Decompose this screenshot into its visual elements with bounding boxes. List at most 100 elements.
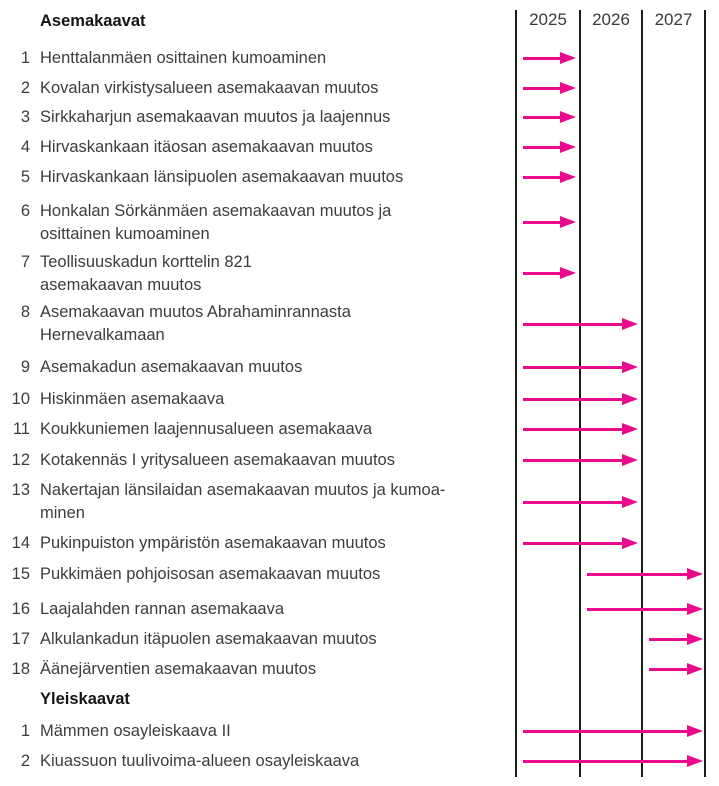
row-label: Alkulankadun itäpuolen asemakaavan muuto… xyxy=(40,630,377,648)
row-number: 9 xyxy=(20,357,30,376)
row-label: Honkalan Sörkänmäen asemakaavan muutos j… xyxy=(40,201,392,243)
arrow-head-icon xyxy=(622,360,638,373)
section-header: Asemakaavat xyxy=(40,11,146,30)
row-label: Asemakaavan muutos Abrahaminrannasta Her… xyxy=(40,303,351,344)
year-label-2026: 2026 xyxy=(592,10,630,29)
row-label: Nakertajan länsilaidan asemakaavan muuto… xyxy=(40,481,446,522)
row-number: 3 xyxy=(20,108,30,126)
timeline-arrow xyxy=(523,216,576,229)
arrow-shaft xyxy=(523,729,690,733)
row-label: Mämmen osayleiskaava II xyxy=(40,721,231,740)
arrow-head-icon xyxy=(560,111,576,123)
timeline-arrow xyxy=(523,51,576,65)
timeline-arrow xyxy=(649,663,703,676)
arrow-shaft xyxy=(587,607,690,611)
row-label: Pukinpuiston ympäristön asemakaavan muut… xyxy=(40,533,386,552)
project-row: 9 Asemakadun asemakaavan muutos xyxy=(0,356,719,379)
year-label-2025: 2025 xyxy=(529,10,567,29)
section-header: Yleiskaavat xyxy=(40,689,130,708)
arrow-head-icon xyxy=(560,51,576,64)
arrow-shaft xyxy=(523,56,563,60)
project-row: 8 Asemakaavan muutos Abrahaminrannasta He… xyxy=(0,301,719,347)
arrow-head-icon xyxy=(560,141,576,153)
timeline-arrow xyxy=(523,360,638,374)
row-label: Hirvaskankaan itäosan asemakaavan muutos xyxy=(40,138,373,156)
row-label: Henttalanmäen osittainen kumoaminen xyxy=(40,48,327,67)
arrow-shaft xyxy=(523,86,563,90)
year-label-2027: 2027 xyxy=(654,10,693,29)
row-label: Kiuassuon tuulivoima-alueen osayleiskaav… xyxy=(40,752,360,770)
arrow-shaft xyxy=(523,541,625,545)
row-number: 10 xyxy=(11,389,30,408)
project-row: 10 Hiskinmäen asemakaava xyxy=(0,388,719,411)
arrow-shaft xyxy=(523,397,625,401)
row-label: Sirkkaharjun asemakaavan muutos ja laaje… xyxy=(40,108,391,126)
timeline-arrow xyxy=(523,724,703,738)
timeline-arrow xyxy=(523,111,576,124)
project-row: 1 Henttalanmäen osittainen kumoaminen xyxy=(0,47,719,70)
arrow-shaft xyxy=(523,459,625,462)
row-number: 6 xyxy=(20,201,30,220)
project-row: 5 Hirvaskankaan länsipuolen asemakaavan m… xyxy=(0,166,719,189)
row-label: Hirvaskankaan länsipuolen asemakaavan mu… xyxy=(40,168,404,186)
timeline-arrow xyxy=(523,495,638,509)
arrow-head-icon xyxy=(687,663,703,675)
project-row: 1 Mämmen osayleiskaava II xyxy=(0,720,719,743)
row-number: 13 xyxy=(11,481,30,499)
row-number: 16 xyxy=(11,599,30,618)
grid-line-2027-end xyxy=(704,10,706,777)
timeline-arrow xyxy=(523,171,576,184)
arrow-head-icon xyxy=(622,495,638,508)
arrow-shaft xyxy=(649,638,690,641)
arrow-head-icon xyxy=(687,633,703,645)
arrow-shaft xyxy=(523,365,625,369)
row-number: 15 xyxy=(11,565,30,583)
arrow-head-icon xyxy=(560,171,576,183)
arrow-head-icon xyxy=(622,423,638,435)
row-number: 14 xyxy=(11,533,30,552)
arrow-shaft xyxy=(523,272,563,275)
project-row: 14 Pukinpuiston ympäristön asemakaavan mu… xyxy=(0,532,719,555)
timeline-arrow xyxy=(649,633,703,646)
arrow-shaft xyxy=(523,760,690,763)
row-label: Hiskinmäen asemakaava xyxy=(40,389,225,408)
row-label: Pukkimäen pohjoisosan asemakaavan muutos xyxy=(40,565,381,583)
row-label: Teollisuuskadun korttelin 821 asemakaava… xyxy=(40,252,252,294)
timeline-arrow xyxy=(523,755,703,768)
row-label: Asemakadun asemakaavan muutos xyxy=(40,357,303,376)
arrow-head-icon xyxy=(622,392,638,405)
row-number: 7 xyxy=(20,252,30,271)
project-row: 3 Sirkkaharjun asemakaavan muutos ja laaj… xyxy=(0,106,719,129)
project-row: 7 Teollisuuskadun korttelin 821 asemakaav… xyxy=(0,251,719,297)
timeline-arrow xyxy=(523,81,576,95)
row-number: 11 xyxy=(12,420,30,438)
row-number: 5 xyxy=(20,168,30,186)
project-row: 4 Hirvaskankaan itäosan asemakaavan muuto… xyxy=(0,136,719,159)
arrow-head-icon xyxy=(687,602,703,615)
grid-line-2027-start xyxy=(641,10,643,777)
project-row: 17 Alkulankadun itäpuolen asemakaavan muu… xyxy=(0,628,719,651)
row-number: 12 xyxy=(11,451,30,469)
grid-line-2025-start xyxy=(515,10,517,777)
project-row: 2 Kiuassuon tuulivoima-alueen osayleiskaa… xyxy=(0,750,719,773)
project-row: 13 Nakertajan länsilaidan asemakaavan muu… xyxy=(0,479,719,525)
arrow-head-icon xyxy=(687,755,703,767)
row-number: 18 xyxy=(11,660,30,678)
arrow-shaft xyxy=(523,146,563,149)
arrow-head-icon xyxy=(622,317,638,330)
arrow-head-icon xyxy=(560,267,576,279)
row-number: 1 xyxy=(20,721,30,740)
row-label: Äänejärventien asemakaavan muutos xyxy=(40,660,317,678)
row-number: 2 xyxy=(20,78,30,97)
timeline-arrow xyxy=(523,536,638,550)
arrow-head-icon xyxy=(622,454,638,466)
row-label: Laajalahden rannan asemakaava xyxy=(40,599,285,618)
arrow-head-icon xyxy=(560,216,576,228)
project-row: 11 Koukkuniemen laajennusalueen asemakaav… xyxy=(0,418,719,441)
row-number: 1 xyxy=(20,48,30,67)
arrow-shaft xyxy=(587,573,690,576)
timeline-arrow xyxy=(587,602,703,616)
project-row: 16 Laajalahden rannan asemakaava xyxy=(0,598,719,621)
timeline-arrow xyxy=(523,317,638,331)
